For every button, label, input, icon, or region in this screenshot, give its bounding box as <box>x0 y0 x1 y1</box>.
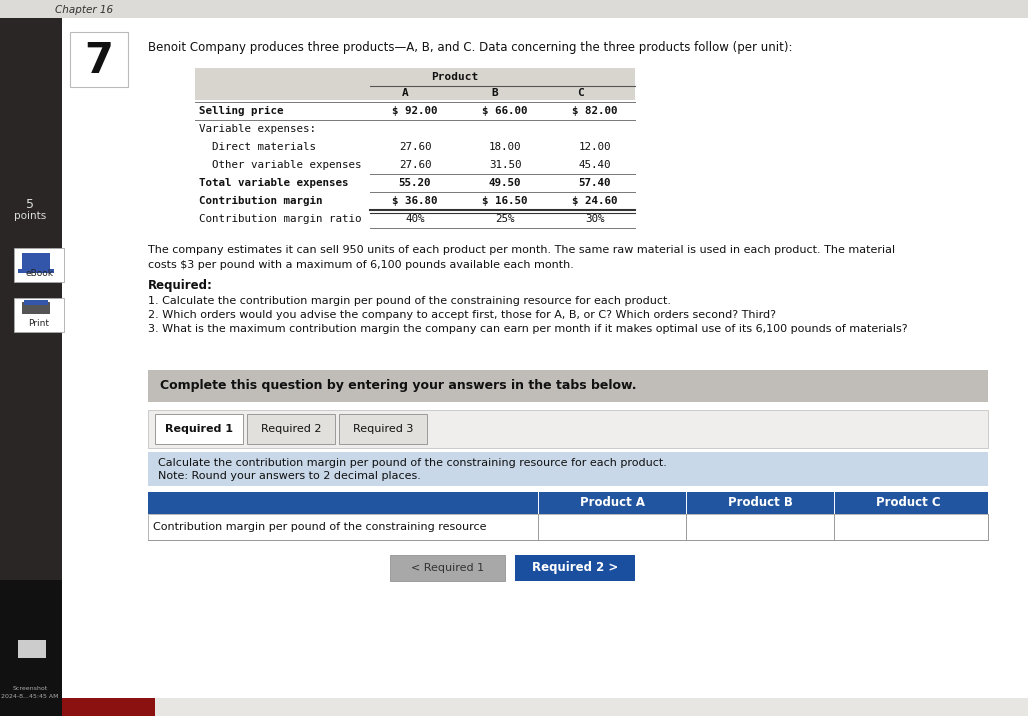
Bar <box>148 452 988 486</box>
Bar <box>148 514 988 540</box>
Text: eBook: eBook <box>25 269 53 279</box>
Text: $ 66.00: $ 66.00 <box>482 106 527 116</box>
Text: Total variable expenses: Total variable expenses <box>199 178 348 188</box>
Text: 2. Which orders would you advise the company to accept first, those for A, B, or: 2. Which orders would you advise the com… <box>148 310 776 320</box>
Text: < Required 1: < Required 1 <box>411 563 484 573</box>
Bar <box>0 0 1028 18</box>
Bar <box>0 580 155 716</box>
Text: Contribution margin: Contribution margin <box>199 196 323 206</box>
Bar <box>22 253 50 269</box>
Text: Note: Round your answers to 2 decimal places.: Note: Round your answers to 2 decimal pl… <box>158 471 420 481</box>
Bar <box>19 640 46 658</box>
Text: costs $3 per pound with a maximum of 6,100 pounds available each month.: costs $3 per pound with a maximum of 6,1… <box>148 260 574 270</box>
Text: Variable expenses:: Variable expenses: <box>199 124 316 134</box>
Text: Chapter 16: Chapter 16 <box>56 5 113 15</box>
Text: $ 24.60: $ 24.60 <box>573 196 618 206</box>
Bar <box>22 302 50 314</box>
Bar <box>195 68 635 100</box>
Bar <box>390 555 505 581</box>
Bar <box>247 414 335 444</box>
Text: The company estimates it can sell 950 units of each product per month. The same : The company estimates it can sell 950 un… <box>148 245 895 255</box>
Text: Product: Product <box>432 72 479 82</box>
Text: Other variable expenses: Other variable expenses <box>199 160 362 170</box>
Text: Screenshot: Screenshot <box>12 685 47 690</box>
Text: 27.60: 27.60 <box>399 142 432 152</box>
Bar <box>148 370 988 402</box>
Text: 12.00: 12.00 <box>579 142 612 152</box>
Text: 30%: 30% <box>585 214 604 224</box>
Text: Selling price: Selling price <box>199 106 284 116</box>
Text: 3. What is the maximum contribution margin the company can earn per month if it : 3. What is the maximum contribution marg… <box>148 324 908 334</box>
Text: A: A <box>402 88 408 98</box>
Text: C: C <box>577 88 583 98</box>
Text: B: B <box>491 88 499 98</box>
Text: Contribution margin ratio: Contribution margin ratio <box>199 214 362 224</box>
Bar <box>339 414 427 444</box>
Text: Complete this question by entering your answers in the tabs below.: Complete this question by entering your … <box>160 379 636 392</box>
Text: 2024-8...45:45 AM: 2024-8...45:45 AM <box>1 694 59 699</box>
Text: 55.20: 55.20 <box>399 178 432 188</box>
Bar <box>24 300 48 305</box>
Text: $ 92.00: $ 92.00 <box>393 106 438 116</box>
Bar <box>24 314 48 321</box>
Text: $ 36.80: $ 36.80 <box>393 196 438 206</box>
Text: Benoit Company produces three products—A, B, and C. Data concerning the three pr: Benoit Company produces three products—A… <box>148 42 793 54</box>
Text: Calculate the contribution margin per pound of the constraining resource for eac: Calculate the contribution margin per po… <box>158 458 667 468</box>
Text: 5: 5 <box>26 198 34 211</box>
Text: 31.50: 31.50 <box>488 160 521 170</box>
Text: Print: Print <box>29 319 49 327</box>
Text: Required 2: Required 2 <box>261 424 321 434</box>
Bar <box>70 32 128 87</box>
Bar <box>148 492 988 514</box>
Text: 7: 7 <box>84 40 113 82</box>
Text: 25%: 25% <box>495 214 515 224</box>
Text: Required:: Required: <box>148 279 213 291</box>
Bar <box>0 18 62 716</box>
Text: 49.50: 49.50 <box>488 178 521 188</box>
Bar <box>0 580 62 716</box>
Text: 1. Calculate the contribution margin per pound of the constraining resource for : 1. Calculate the contribution margin per… <box>148 296 671 306</box>
Text: points: points <box>13 211 46 221</box>
Text: Direct materials: Direct materials <box>199 142 316 152</box>
Text: 27.60: 27.60 <box>399 160 432 170</box>
Text: 18.00: 18.00 <box>488 142 521 152</box>
Text: Contribution margin per pound of the constraining resource: Contribution margin per pound of the con… <box>153 522 486 532</box>
Text: 45.40: 45.40 <box>579 160 612 170</box>
Text: Product C: Product C <box>876 496 941 510</box>
Bar <box>19 269 54 273</box>
Text: Required 1: Required 1 <box>166 424 233 434</box>
Text: 57.40: 57.40 <box>579 178 612 188</box>
Text: 40%: 40% <box>405 214 425 224</box>
Text: Product B: Product B <box>728 496 793 510</box>
Text: Product A: Product A <box>580 496 645 510</box>
Text: $ 82.00: $ 82.00 <box>573 106 618 116</box>
Bar <box>14 248 64 282</box>
Bar <box>155 414 243 444</box>
Text: Required 2 >: Required 2 > <box>531 561 618 574</box>
Text: Required 3: Required 3 <box>353 424 413 434</box>
Bar <box>14 298 64 332</box>
Bar <box>148 410 988 448</box>
Bar <box>515 555 635 581</box>
Text: $ 16.50: $ 16.50 <box>482 196 527 206</box>
